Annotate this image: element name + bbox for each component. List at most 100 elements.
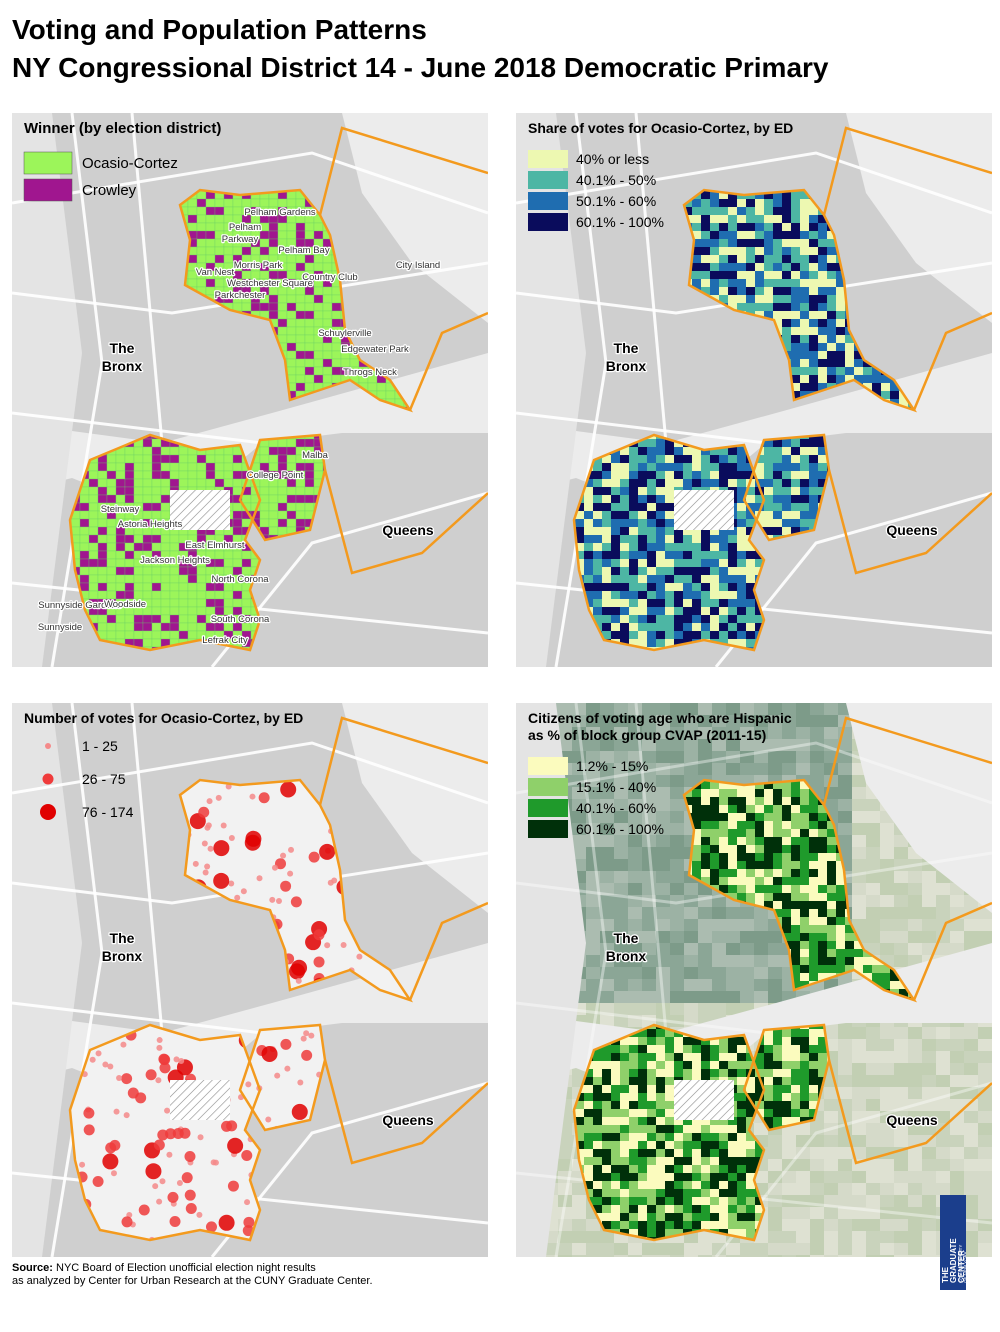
district-block (115, 550, 126, 560)
district-block (692, 583, 701, 591)
district-block (818, 255, 827, 263)
district-block (818, 439, 827, 447)
district-block (169, 478, 180, 488)
district-block (223, 598, 234, 608)
district-block (88, 510, 99, 520)
district-block (710, 239, 719, 247)
district-block (286, 230, 297, 240)
district-block (160, 614, 171, 624)
district-block (800, 367, 809, 375)
district-block (773, 215, 782, 223)
district-block (764, 479, 773, 487)
district-block (647, 471, 656, 479)
district-block (322, 294, 333, 304)
district-block (304, 350, 315, 360)
district-block (322, 310, 333, 320)
district-block (746, 463, 755, 471)
district-block (719, 463, 728, 471)
district-block (809, 455, 818, 463)
district-block (178, 622, 189, 632)
district-block (295, 262, 306, 272)
district-block (665, 471, 674, 479)
district-block (620, 607, 629, 615)
district-block (728, 303, 737, 311)
district-block (809, 511, 818, 519)
district-block (106, 470, 117, 480)
district-block (737, 247, 746, 255)
district-block (115, 558, 126, 568)
district-block (106, 582, 117, 592)
district-block (791, 247, 800, 255)
district-block (313, 358, 324, 368)
district-block (764, 279, 773, 287)
district-block (286, 318, 297, 328)
district-block (665, 639, 674, 647)
district-block (79, 502, 90, 512)
district-block (611, 471, 620, 479)
district-block (79, 526, 90, 536)
district-block (746, 615, 755, 623)
district-block (277, 302, 288, 312)
district-block (106, 566, 117, 576)
district-block (196, 462, 207, 472)
district-block (674, 607, 683, 615)
district-block (160, 462, 171, 472)
district-block (719, 623, 728, 631)
district-block (277, 310, 288, 320)
district-block (584, 487, 593, 495)
district-block (647, 519, 656, 527)
road (516, 151, 992, 215)
district-block (773, 527, 782, 535)
district-block (106, 494, 117, 504)
district-block (575, 519, 584, 527)
district-block (818, 447, 827, 455)
district-block (97, 518, 108, 528)
district-block (728, 223, 737, 231)
district-block (638, 599, 647, 607)
district-block (665, 567, 674, 575)
district-block (322, 318, 333, 328)
district-block (809, 263, 818, 271)
district-block (602, 495, 611, 503)
district-block (728, 191, 737, 199)
district-block (602, 479, 611, 487)
district-block (187, 478, 198, 488)
district-block (259, 246, 270, 256)
district-block (151, 542, 162, 552)
district-block (728, 543, 737, 551)
district-block (701, 631, 710, 639)
district-block (683, 479, 692, 487)
district-block (142, 486, 153, 496)
district-block (800, 319, 809, 327)
district-block (205, 590, 216, 600)
district-block (719, 631, 728, 639)
district-block (295, 502, 306, 512)
district-block (800, 343, 809, 351)
district-block (791, 191, 800, 199)
district-block (800, 335, 809, 343)
district-block (647, 447, 656, 455)
district-block (97, 574, 108, 584)
district-outline (238, 433, 327, 542)
district-block (791, 311, 800, 319)
district-block (683, 455, 692, 463)
district-block (88, 534, 99, 544)
district-block (124, 630, 135, 640)
district-block (755, 623, 764, 631)
district-block (611, 567, 620, 575)
district-block (683, 535, 692, 543)
district-block (638, 471, 647, 479)
district-block (782, 303, 791, 311)
district-block (187, 630, 198, 640)
district-block (277, 230, 288, 240)
district-block (809, 463, 818, 471)
district-block (151, 446, 162, 456)
district-block (169, 606, 180, 616)
district-block (268, 198, 279, 208)
district-block (638, 583, 647, 591)
district-block (259, 446, 270, 456)
district-block (205, 478, 216, 488)
district-block (710, 623, 719, 631)
legend-label: Ocasio-Cortez (82, 155, 178, 172)
district-block (674, 575, 683, 583)
